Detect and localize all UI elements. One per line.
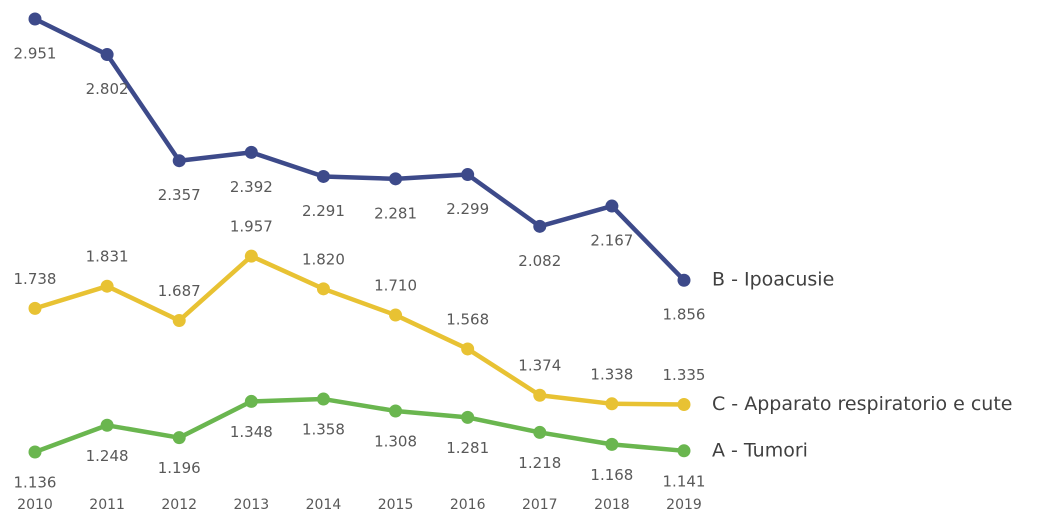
- data-label: 1.196: [158, 459, 201, 477]
- data-point: [100, 279, 114, 293]
- series-name: C - Apparato respiratorio e cute: [712, 393, 1013, 415]
- data-label: 1.374: [518, 357, 561, 375]
- data-point: [605, 437, 619, 451]
- data-point: [28, 445, 42, 459]
- x-tick-label: 2011: [89, 497, 125, 513]
- data-label: 1.335: [663, 366, 706, 384]
- x-tick-label: 2014: [306, 497, 342, 513]
- data-point: [28, 12, 42, 26]
- data-label: 1.348: [230, 423, 273, 441]
- data-label: 2.299: [446, 200, 489, 218]
- series-line: [34, 16, 686, 282]
- x-tick-label: 2016: [450, 497, 486, 513]
- data-label: 1.218: [518, 454, 561, 472]
- data-point: [172, 431, 186, 445]
- data-point: [28, 301, 42, 315]
- x-tick-label: 2010: [17, 497, 53, 513]
- data-label: 1.831: [86, 248, 129, 266]
- data-label: 1.308: [374, 432, 417, 450]
- data-label: 1.141: [663, 472, 706, 490]
- data-label: 1.856: [663, 306, 706, 324]
- data-point: [100, 48, 114, 62]
- data-label: 1.248: [86, 447, 129, 465]
- data-point: [316, 282, 330, 296]
- data-label: 1.568: [446, 310, 489, 328]
- data-point: [461, 342, 475, 356]
- x-tick-label: 2013: [234, 497, 270, 513]
- data-label: 2.802: [86, 80, 129, 98]
- data-label: 2.392: [230, 178, 273, 196]
- data-point: [533, 219, 547, 233]
- data-label: 1.338: [590, 365, 633, 383]
- data-label: 1.957: [230, 218, 273, 236]
- data-point: [389, 308, 403, 322]
- data-point: [244, 249, 258, 263]
- x-tick-label: 2012: [161, 497, 197, 513]
- series-line: [34, 253, 685, 407]
- data-point: [389, 404, 403, 418]
- data-label: 1.687: [158, 282, 201, 300]
- data-label: 1.168: [590, 466, 633, 484]
- data-point: [677, 273, 691, 287]
- data-point: [461, 168, 475, 182]
- x-tick-label: 2015: [378, 497, 414, 513]
- data-point: [316, 392, 330, 406]
- data-point: [533, 388, 547, 402]
- data-label: 1.136: [14, 474, 57, 492]
- series-name: A - Tumori: [712, 439, 808, 461]
- data-point: [677, 398, 691, 412]
- data-label: 2.082: [518, 252, 561, 270]
- x-tick-label: 2019: [666, 497, 702, 513]
- data-point: [605, 397, 619, 411]
- data-label: 2.281: [374, 204, 417, 222]
- data-point: [172, 314, 186, 328]
- data-point: [533, 425, 547, 439]
- data-point: [244, 145, 258, 159]
- data-label: 1.820: [302, 250, 345, 268]
- data-point: [389, 172, 403, 186]
- series-line: [34, 396, 685, 455]
- data-label: 2.357: [158, 186, 201, 204]
- data-point: [316, 169, 330, 183]
- series-name: B - Ipoacusie: [712, 269, 834, 291]
- data-label: 2.167: [590, 232, 633, 250]
- data-label: 1.710: [374, 277, 417, 295]
- data-point: [605, 199, 619, 213]
- x-tick-label: 2018: [594, 497, 630, 513]
- data-label: 1.738: [14, 270, 57, 288]
- data-point: [461, 410, 475, 424]
- data-label: 2.951: [14, 45, 57, 63]
- data-label: 1.281: [446, 439, 489, 457]
- data-point: [244, 394, 258, 408]
- data-point: [677, 444, 691, 458]
- x-tick-label: 2017: [522, 497, 558, 513]
- data-label: 1.358: [302, 421, 345, 439]
- data-point: [172, 154, 186, 168]
- data-label: 2.291: [302, 202, 345, 220]
- data-point: [100, 418, 114, 432]
